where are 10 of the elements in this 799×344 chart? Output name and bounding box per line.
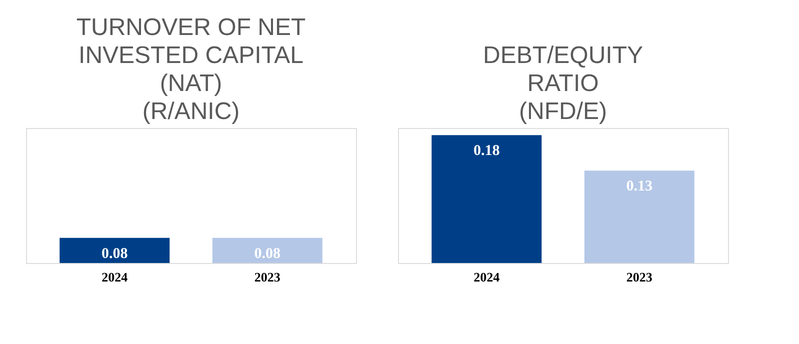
chart-title: TURNOVER OF NET INVESTED CAPITAL (NAT) (R/ANIC) bbox=[76, 14, 306, 125]
x-tick-label: 2024 bbox=[474, 270, 500, 284]
data-label: 0.18 bbox=[473, 143, 500, 160]
data-label: 0.08 bbox=[254, 246, 281, 262]
data-label: 0.08 bbox=[101, 246, 128, 262]
x-tick-label: 2024 bbox=[102, 270, 128, 284]
x-tick-label: 2023 bbox=[626, 270, 653, 284]
data-label: 0.13 bbox=[626, 178, 653, 195]
chart-title: DEBT/EQUITY RATIO (NFD/E) bbox=[482, 42, 644, 125]
x-tick-label: 2023 bbox=[254, 270, 281, 284]
